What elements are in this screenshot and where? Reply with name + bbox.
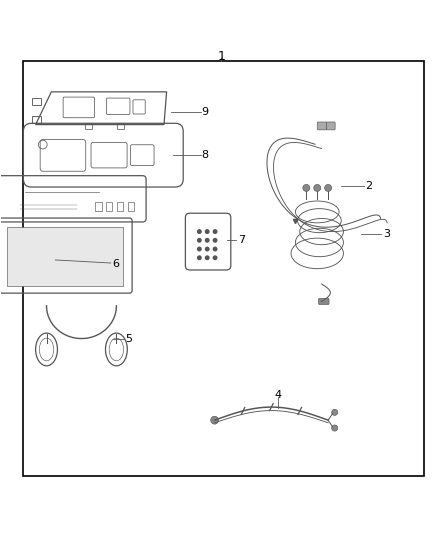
Circle shape xyxy=(314,184,321,191)
Circle shape xyxy=(198,239,201,242)
Text: 4: 4 xyxy=(274,390,282,400)
Circle shape xyxy=(332,425,338,431)
Circle shape xyxy=(205,256,209,260)
FancyBboxPatch shape xyxy=(318,298,329,304)
Bar xyxy=(117,123,124,128)
Text: 6: 6 xyxy=(112,260,119,269)
Bar xyxy=(32,98,41,105)
Circle shape xyxy=(325,184,332,191)
Circle shape xyxy=(198,256,201,260)
Text: 9: 9 xyxy=(201,107,208,117)
Circle shape xyxy=(198,247,201,251)
Bar xyxy=(128,203,134,211)
Text: 7: 7 xyxy=(238,235,245,245)
Bar xyxy=(117,203,124,211)
Circle shape xyxy=(198,230,201,233)
Circle shape xyxy=(205,239,209,242)
Circle shape xyxy=(213,239,217,242)
Text: 5: 5 xyxy=(125,334,132,344)
Circle shape xyxy=(213,256,217,260)
Circle shape xyxy=(213,230,217,233)
Bar xyxy=(32,116,41,123)
Circle shape xyxy=(213,247,217,251)
Circle shape xyxy=(205,230,209,233)
Bar xyxy=(85,123,92,128)
Text: 1: 1 xyxy=(217,50,225,62)
FancyBboxPatch shape xyxy=(317,122,327,130)
Text: 3: 3 xyxy=(383,229,390,239)
Bar xyxy=(7,227,123,286)
Circle shape xyxy=(303,184,310,191)
Text: 2: 2 xyxy=(365,181,372,191)
Circle shape xyxy=(332,409,338,415)
Bar xyxy=(106,203,113,211)
Bar xyxy=(95,203,102,211)
Circle shape xyxy=(205,247,209,251)
Text: 8: 8 xyxy=(201,150,208,160)
Circle shape xyxy=(211,416,219,424)
FancyBboxPatch shape xyxy=(326,122,335,130)
